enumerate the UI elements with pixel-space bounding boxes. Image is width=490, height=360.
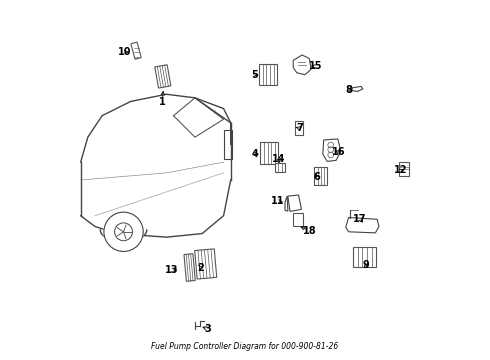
Text: 9: 9 bbox=[363, 260, 369, 270]
Text: 10: 10 bbox=[118, 47, 131, 57]
Circle shape bbox=[104, 212, 143, 251]
Polygon shape bbox=[195, 249, 217, 279]
Polygon shape bbox=[275, 163, 285, 172]
Bar bbox=[223, 130, 232, 158]
Polygon shape bbox=[260, 143, 278, 164]
Text: Fuel Pump Controller Diagram for 000-900-81-26: Fuel Pump Controller Diagram for 000-900… bbox=[151, 342, 339, 351]
Text: 2: 2 bbox=[197, 262, 204, 273]
Text: 13: 13 bbox=[166, 265, 179, 275]
Text: 6: 6 bbox=[313, 172, 320, 182]
Polygon shape bbox=[155, 65, 171, 88]
Text: 7: 7 bbox=[296, 123, 303, 133]
Text: 18: 18 bbox=[302, 226, 316, 236]
Text: 17: 17 bbox=[353, 213, 367, 224]
Text: 15: 15 bbox=[309, 62, 322, 71]
Text: 14: 14 bbox=[272, 154, 286, 164]
Text: 4: 4 bbox=[252, 149, 258, 159]
Text: 12: 12 bbox=[394, 165, 408, 175]
Text: 11: 11 bbox=[271, 197, 285, 206]
Polygon shape bbox=[259, 64, 277, 85]
Text: 5: 5 bbox=[252, 69, 258, 80]
Text: 8: 8 bbox=[345, 85, 352, 95]
Polygon shape bbox=[315, 167, 327, 185]
Polygon shape bbox=[353, 247, 376, 267]
Text: 1: 1 bbox=[159, 97, 166, 107]
Text: 16: 16 bbox=[332, 147, 345, 157]
Polygon shape bbox=[184, 254, 195, 281]
Text: 3: 3 bbox=[204, 324, 211, 334]
